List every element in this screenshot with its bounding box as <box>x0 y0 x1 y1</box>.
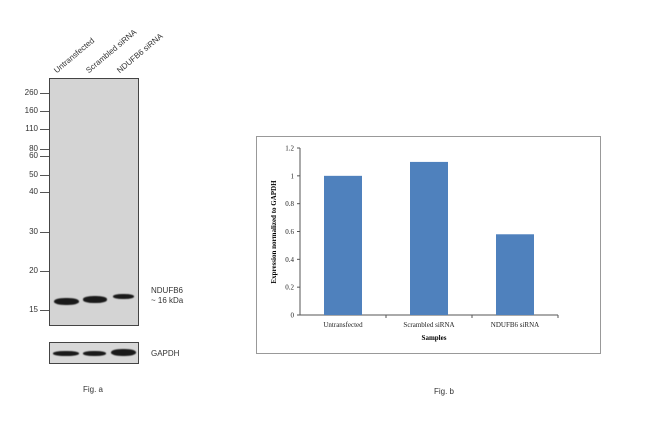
mw-marker-label: 160 <box>24 106 38 115</box>
y-tick-label: 0.8 <box>285 200 294 208</box>
y-tick-label: 0.4 <box>285 256 294 264</box>
gapdh-band-untransfected <box>53 351 79 356</box>
x-tick-label: Untransfected <box>323 321 363 329</box>
bar-scrambled-sirna <box>410 161 448 315</box>
blot-membrane <box>49 78 139 326</box>
band-untransfected <box>54 298 79 305</box>
fig-a-caption: Fig. a <box>83 385 104 394</box>
y-tick-label: 0.2 <box>285 284 294 292</box>
mw-marker-label: 110 <box>25 124 38 133</box>
mw-marker-label: 60 <box>29 151 38 160</box>
bar-ndufb6-sirna <box>496 234 534 315</box>
y-tick-label: 0 <box>291 312 295 320</box>
mw-marker-tick <box>40 232 49 233</box>
gapdh-band-scrambled <box>83 351 106 356</box>
fig-b-caption: Fig. b <box>434 387 455 396</box>
y-tick-label: 1.2 <box>285 145 294 153</box>
target-protein-label: NDUFB6 <box>151 286 184 295</box>
bar-untransfected <box>324 175 362 315</box>
target-size-label: ~ 16 kDa <box>151 296 184 305</box>
mw-marker-tick <box>40 156 49 157</box>
mw-marker-label: 80 <box>29 144 38 153</box>
gapdh-membrane <box>49 342 139 364</box>
loading-control-label: GAPDH <box>151 349 180 358</box>
x-tick-label: Scrambled siRNA <box>403 321 454 329</box>
y-tick-label: 0.6 <box>285 228 294 236</box>
mw-marker-tick <box>40 93 49 94</box>
mw-marker-tick <box>40 149 49 150</box>
x-tick-label: NDUFB6 siRNA <box>491 321 539 329</box>
mw-marker-label: 50 <box>29 170 38 179</box>
mw-marker-tick <box>40 192 49 193</box>
band-scrambled <box>83 296 107 303</box>
chart-frame <box>256 136 601 354</box>
mw-marker-label: 20 <box>29 266 38 275</box>
x-axis-label: Samples <box>422 334 447 342</box>
mw-marker-label: 260 <box>24 88 38 97</box>
mw-marker-tick <box>40 310 49 311</box>
mw-marker-tick <box>40 271 49 272</box>
y-axis-label: Expression normalized to GAPDH <box>270 180 278 284</box>
mw-marker-tick <box>40 111 49 112</box>
gapdh-band-ndufb6-sirna <box>111 349 136 356</box>
chart-bars <box>324 161 534 315</box>
mw-marker-tick <box>40 129 49 130</box>
band-ndufb6-sirna <box>113 294 134 299</box>
mw-marker-label: 30 <box>29 227 38 236</box>
mw-marker-tick <box>40 175 49 176</box>
mw-marker-label: 15 <box>29 305 38 314</box>
mw-marker-label: 40 <box>29 187 38 196</box>
y-tick-label: 1 <box>291 172 295 180</box>
